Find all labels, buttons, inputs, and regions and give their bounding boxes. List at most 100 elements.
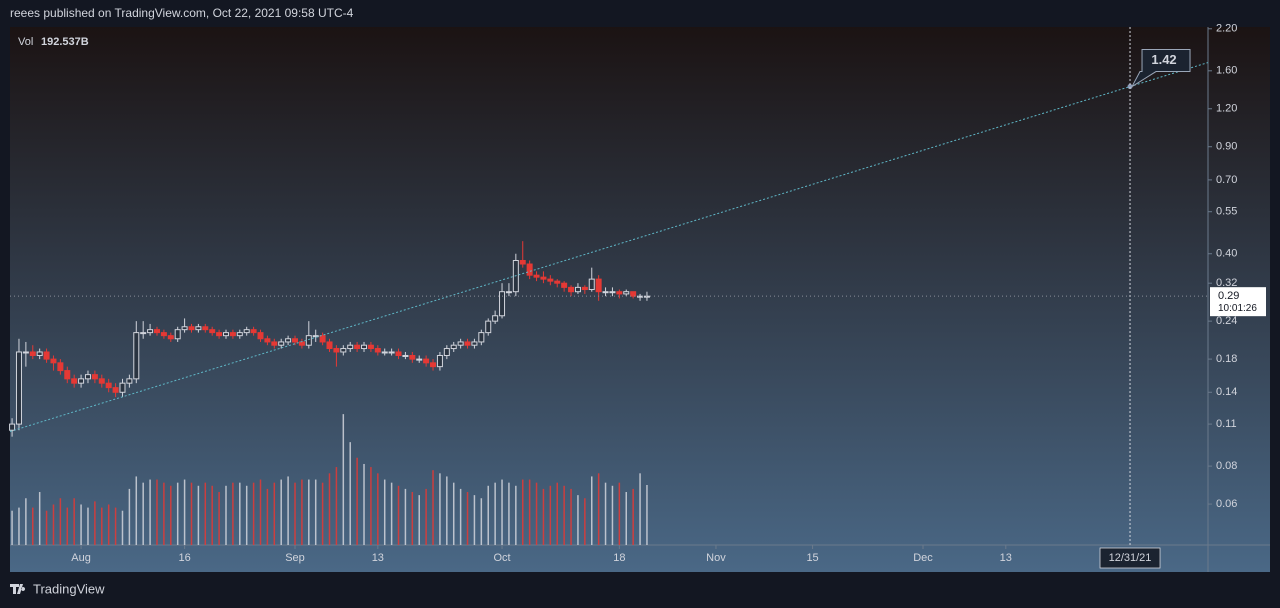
candle-body <box>257 332 264 340</box>
candle-body <box>602 291 609 294</box>
candle-body <box>264 338 271 343</box>
annotation-box <box>1130 49 1191 88</box>
footer: TradingView <box>33 581 105 596</box>
candle-body <box>374 348 381 353</box>
candle-body <box>243 329 250 334</box>
y-tick-label: 0.11 <box>1216 418 1237 430</box>
candle-body <box>278 341 285 346</box>
candle-body <box>340 348 347 353</box>
x-tick-label: Dec <box>913 552 933 564</box>
y-tick-label: 0.08 <box>1216 460 1237 472</box>
x-tick-label: Sep <box>285 552 305 564</box>
candle-body <box>71 378 78 384</box>
candle-body <box>478 332 485 343</box>
candle-body <box>285 338 292 343</box>
x-tick-label: 16 <box>178 552 190 564</box>
candle-body <box>174 329 181 340</box>
y-tick-label: 0.40 <box>1216 248 1237 260</box>
candle-body <box>361 344 368 350</box>
candle-body <box>305 335 312 346</box>
candle-body <box>595 278 602 293</box>
header: reees published on TradingView.com, Oct … <box>10 6 354 20</box>
candle-body <box>209 329 216 334</box>
y-tick-label: 0.90 <box>1216 141 1237 153</box>
candle-body <box>319 335 326 343</box>
candle-body <box>381 351 388 354</box>
x-tick-label: 15 <box>806 552 818 564</box>
x-tick-label: 13 <box>372 552 384 564</box>
candle-body <box>526 263 533 276</box>
annotation-label: 1.42 <box>1151 52 1176 67</box>
candle-body <box>133 332 140 380</box>
y-tick-label: 0.32 <box>1216 277 1237 289</box>
candle-body <box>22 351 29 354</box>
candle-body <box>84 374 91 380</box>
candle-body <box>78 378 85 384</box>
y-tick-label: 0.14 <box>1216 386 1237 398</box>
candle-body <box>119 382 126 393</box>
trendline <box>9 86 1131 432</box>
y-tick-label: 0.18 <box>1216 353 1237 365</box>
candle-body <box>367 344 374 350</box>
candle-body <box>15 351 22 425</box>
candle-body <box>298 341 305 346</box>
countdown-label: 10:01:26 <box>1218 303 1257 314</box>
candle-body <box>333 348 340 353</box>
candle-body <box>464 341 471 346</box>
candle-body <box>533 274 540 278</box>
candle-body <box>402 354 409 357</box>
candle-body <box>347 344 354 350</box>
candle-body <box>540 276 547 280</box>
candle-body <box>112 387 119 393</box>
volume-last-label: 192.537B <box>41 36 89 48</box>
candle-body <box>568 286 575 293</box>
candle-body <box>423 358 430 364</box>
candle-body <box>222 332 229 337</box>
candle-body <box>160 332 167 337</box>
crosshair-label: 12/31/21 <box>1109 552 1152 564</box>
candle-body <box>250 329 257 334</box>
candle-body <box>50 358 57 364</box>
candle-body <box>430 362 437 368</box>
candle-body <box>236 332 243 337</box>
candle-body <box>153 329 160 334</box>
candle-body <box>485 320 492 334</box>
y-tick-label: 1.20 <box>1216 103 1237 115</box>
candle-body <box>195 326 202 331</box>
candle-body <box>188 326 195 331</box>
candle-body <box>499 291 506 317</box>
candle-body <box>29 351 36 356</box>
candle-body <box>395 351 402 356</box>
candle-body <box>388 351 395 354</box>
y-tick-label: 2.20 <box>1216 23 1237 35</box>
candle-body <box>36 351 43 356</box>
candle-body <box>354 344 361 350</box>
x-tick-label: Nov <box>706 552 726 564</box>
candle-body <box>616 291 623 295</box>
candle-body <box>457 341 464 346</box>
candle-body <box>9 423 16 431</box>
y-tick-label: 0.55 <box>1216 206 1237 218</box>
y-tick-label: 0.24 <box>1216 315 1237 327</box>
candle-body <box>167 335 174 340</box>
candle-body <box>57 362 64 372</box>
x-tick-label: Aug <box>71 552 91 564</box>
last-price-badge <box>1210 287 1266 317</box>
candle-body <box>409 354 416 360</box>
candle-body <box>416 358 423 361</box>
candle-body <box>181 326 188 331</box>
y-tick-label: 0.70 <box>1216 174 1237 186</box>
candle-body <box>471 341 478 346</box>
candle-body <box>588 278 595 291</box>
candle-body <box>630 291 637 297</box>
candle-body <box>574 286 581 293</box>
candle-body <box>519 260 526 265</box>
x-tick-label: 13 <box>1000 552 1012 564</box>
candle-body <box>505 291 512 294</box>
logo <box>10 584 26 594</box>
candle-body <box>202 326 209 331</box>
candle-body <box>609 291 616 294</box>
y-tick-label: 0.06 <box>1216 498 1237 510</box>
candle-body <box>216 332 223 337</box>
candle-body <box>623 291 630 295</box>
